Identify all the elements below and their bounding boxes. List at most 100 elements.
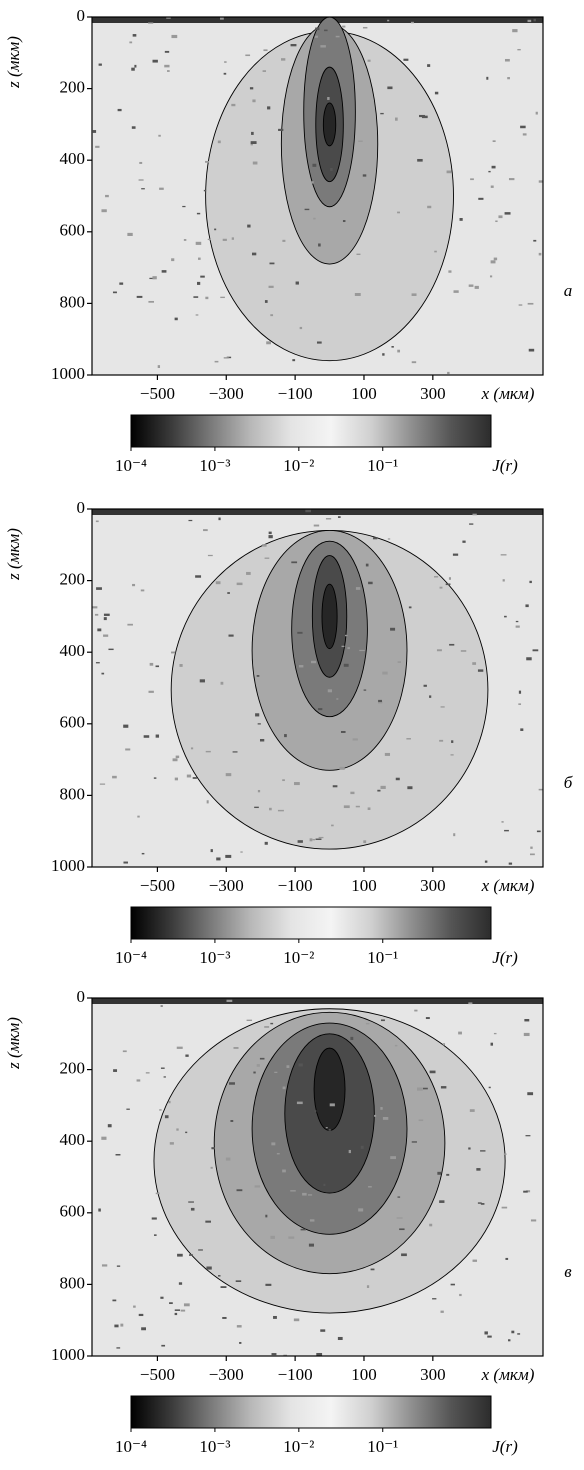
contour-speckle xyxy=(122,1050,127,1053)
contour-speckle xyxy=(254,1185,261,1188)
contour-speckle xyxy=(148,22,154,24)
contour-speckle xyxy=(523,1190,528,1193)
contour-speckle xyxy=(477,669,484,672)
contour-speckle xyxy=(488,170,491,173)
contour-speckle xyxy=(233,1047,239,1049)
contour-speckle xyxy=(354,293,361,296)
contour-speckle xyxy=(522,133,527,136)
contour-speckle xyxy=(315,27,320,31)
contour-speckle xyxy=(460,650,467,652)
contour-speckle xyxy=(434,576,439,578)
contour-speckle xyxy=(225,773,232,777)
x-tick-label: 100 xyxy=(351,1365,377,1384)
colorbar-label: J(r) xyxy=(492,1437,518,1456)
contour-speckle xyxy=(469,1109,475,1112)
contour-speckle xyxy=(367,807,371,810)
contour-speckle xyxy=(220,1286,227,1288)
contour-speckle xyxy=(504,829,509,832)
contour-speckle xyxy=(282,1086,286,1090)
contour-speckle xyxy=(131,126,136,129)
contour-speckle xyxy=(259,1057,265,1060)
contour-speckle xyxy=(155,734,160,738)
contour-speckle xyxy=(378,701,383,704)
contour-speckle xyxy=(177,1253,183,1257)
contour-speckle xyxy=(192,777,197,779)
contour-speckle xyxy=(158,134,161,137)
contour-speckle xyxy=(462,540,466,543)
x-tick-label: 100 xyxy=(351,384,377,403)
surface-band xyxy=(92,509,543,515)
x-tick-label: −100 xyxy=(278,876,313,895)
contour-speckle xyxy=(101,1264,108,1267)
contour-speckle xyxy=(113,1069,118,1072)
contour-speckle xyxy=(445,583,451,586)
contour-speckle xyxy=(171,34,178,39)
contour-speckle xyxy=(174,777,179,781)
contour-speckle xyxy=(159,187,164,190)
contour-speckle xyxy=(95,145,100,148)
contour-speckle xyxy=(360,1145,364,1149)
contour-speckle xyxy=(502,579,505,582)
contour-speckle xyxy=(468,284,474,287)
colorbar-tick-label: 10⁻³ xyxy=(199,948,230,967)
x-tick-label: −300 xyxy=(209,384,244,403)
contour-speckle xyxy=(267,106,271,110)
contour-speckle xyxy=(101,672,105,675)
contour-speckle xyxy=(153,777,157,779)
contour-speckle xyxy=(269,262,275,265)
colorbar-tick-label: 10⁻⁴ xyxy=(115,456,147,475)
contour-speckle xyxy=(363,689,367,691)
contour-speckle xyxy=(169,1142,174,1145)
contour-speckle xyxy=(487,1335,492,1338)
contour-speckle xyxy=(137,815,140,818)
contour-speckle xyxy=(159,1109,162,1111)
contour-speckle xyxy=(141,852,145,855)
contour-speckle xyxy=(517,48,521,51)
x-tick-label: −500 xyxy=(140,876,175,895)
contour-speckle xyxy=(123,861,128,864)
contour-speckle xyxy=(382,671,388,675)
contour-speckle xyxy=(515,625,520,628)
contour-speckle xyxy=(440,1310,444,1313)
contour-speckle xyxy=(387,19,390,22)
contour-speckle xyxy=(200,275,205,278)
y-axis-label: z (мкм) xyxy=(4,1017,23,1070)
contour-speckle xyxy=(92,606,98,609)
y-tick-label: 800 xyxy=(60,1273,86,1292)
contour-speckle xyxy=(266,341,271,345)
x-tick-label: −100 xyxy=(278,384,313,403)
contour-speckle xyxy=(166,17,171,19)
contour-speckle xyxy=(277,809,284,812)
contour-speckle xyxy=(362,26,368,29)
contour-speckle xyxy=(434,250,437,253)
contour-speckle xyxy=(247,224,251,228)
contour-speckle xyxy=(368,581,373,585)
contour-speckle xyxy=(493,257,498,261)
contour-speckle xyxy=(318,243,321,247)
contour-speckle xyxy=(359,649,365,652)
contour-speckle xyxy=(330,167,333,171)
contour-speckle xyxy=(316,1352,323,1356)
contour-speckle xyxy=(395,777,400,781)
contour-speckle xyxy=(427,205,432,209)
contour-speckle xyxy=(274,1071,278,1073)
contour-speckle xyxy=(528,348,535,352)
contour-speckle xyxy=(314,35,318,38)
contour-speckle xyxy=(273,1315,277,1319)
contour-speckle xyxy=(155,665,160,668)
contour-speckle xyxy=(252,99,256,103)
contour-speckle xyxy=(312,163,317,167)
x-tick-label: 300 xyxy=(420,1365,446,1384)
contour-speckle xyxy=(223,72,227,75)
x-tick-label: −300 xyxy=(209,1365,244,1384)
contour-speckle xyxy=(378,699,382,703)
contour-speckle xyxy=(262,70,267,72)
colorbar-tick-label: 10⁻² xyxy=(283,1437,314,1456)
contour-speckle xyxy=(97,628,102,632)
colorbar xyxy=(130,414,492,448)
contour-speckle xyxy=(246,1019,253,1021)
contour-speckle xyxy=(450,754,454,756)
contour-speckle xyxy=(382,1116,389,1120)
contour-speckle xyxy=(530,846,533,849)
contour-speckle xyxy=(320,1329,326,1332)
